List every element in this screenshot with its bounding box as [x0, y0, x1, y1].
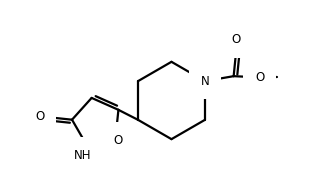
Text: N: N	[201, 75, 209, 88]
Text: O: O	[113, 134, 122, 147]
Text: O: O	[232, 33, 241, 46]
Text: NH: NH	[74, 149, 92, 162]
Text: O: O	[255, 71, 265, 84]
Text: O: O	[35, 110, 44, 123]
